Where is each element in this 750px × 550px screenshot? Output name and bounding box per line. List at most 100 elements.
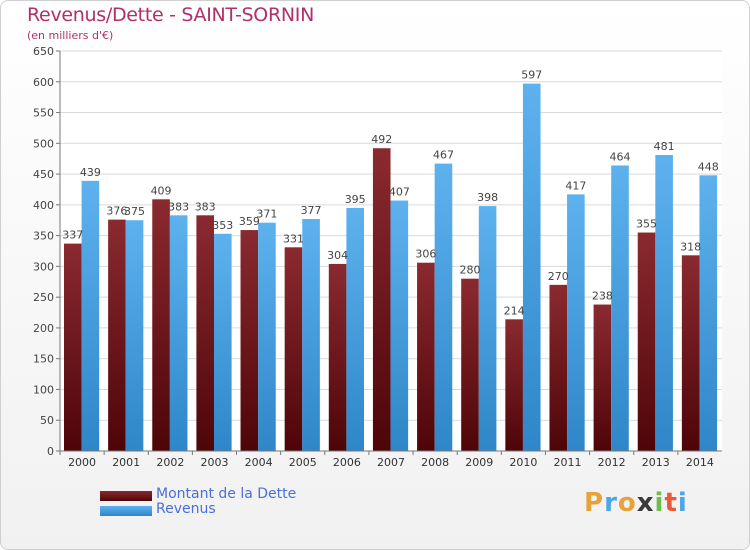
data-label-revenue: 353 <box>212 219 233 232</box>
bar-debt <box>328 263 347 451</box>
bar-revenue <box>699 175 718 452</box>
y-tick-label: 100 <box>33 383 54 396</box>
y-tick-label: 250 <box>33 291 54 304</box>
bar-revenue <box>302 219 320 451</box>
x-tick-label: 2007 <box>377 456 405 469</box>
data-label-debt: 355 <box>636 218 657 231</box>
data-label-revenue: 467 <box>433 149 454 162</box>
chart-subtitle: (en milliers d'€) <box>27 29 114 42</box>
x-tick-label: 2009 <box>465 456 493 469</box>
logo-letter: t <box>664 488 678 518</box>
bar-revenue <box>567 194 585 451</box>
logo-letter: o <box>617 488 637 518</box>
data-label-debt: 359 <box>239 215 260 228</box>
bar-debt <box>108 219 126 451</box>
bar-revenue <box>434 163 453 451</box>
data-label-revenue: 377 <box>301 204 322 217</box>
y-tick-label: 600 <box>33 76 54 89</box>
legend-label-debt: Montant de la Dette <box>156 486 297 502</box>
data-label-revenue: 375 <box>124 205 145 218</box>
logo-letter: r <box>604 488 618 518</box>
data-label-revenue: 383 <box>168 200 189 213</box>
x-tick-label: 2010 <box>509 456 537 469</box>
data-label-revenue: 407 <box>389 186 410 199</box>
x-tick-label: 2005 <box>289 456 317 469</box>
data-label-debt: 280 <box>460 264 481 277</box>
bar-debt <box>505 319 523 451</box>
bar-debt <box>372 148 391 451</box>
logo-letter: i <box>677 488 688 518</box>
data-label-revenue: 597 <box>521 69 542 82</box>
x-tick-label: 2011 <box>554 456 582 469</box>
x-tick-label: 2000 <box>68 456 96 469</box>
y-tick-label: 450 <box>33 168 54 181</box>
legend-swatch-debt <box>100 491 152 501</box>
x-tick-label: 2002 <box>156 456 184 469</box>
bar-revenue <box>346 207 364 451</box>
x-tick-label: 2003 <box>200 456 228 469</box>
proxiti-logo: Proxiti <box>584 488 688 518</box>
bar-revenue <box>169 215 188 451</box>
bar-debt <box>593 304 612 451</box>
bar-debt <box>461 278 479 451</box>
x-tick-label: 2014 <box>686 456 714 469</box>
legend-swatch-revenue <box>100 506 152 516</box>
data-label-revenue: 464 <box>610 150 631 163</box>
bar-debt <box>240 230 259 451</box>
y-tick-label: 350 <box>33 230 54 243</box>
y-tick-label: 200 <box>33 322 54 335</box>
bar-revenue <box>214 233 232 451</box>
bar-debt <box>681 255 700 451</box>
data-label-debt: 492 <box>371 133 392 146</box>
y-tick-label: 650 <box>33 45 54 58</box>
data-label-debt: 409 <box>151 184 172 197</box>
bar-revenue <box>478 206 497 451</box>
bar-debt <box>152 199 170 451</box>
data-label-revenue: 481 <box>654 140 675 153</box>
data-label-debt: 376 <box>106 205 127 218</box>
data-label-debt: 214 <box>504 304 525 317</box>
y-tick-label: 0 <box>47 445 54 458</box>
bar-revenue <box>390 200 409 451</box>
data-label-debt: 306 <box>415 248 436 261</box>
logo-letter: x <box>636 488 655 518</box>
x-tick-label: 2008 <box>421 456 449 469</box>
logo-letter: P <box>584 488 605 518</box>
data-label-revenue: 439 <box>80 166 101 179</box>
bar-debt <box>637 232 656 451</box>
bar-debt <box>284 247 303 451</box>
data-label-revenue: 371 <box>256 208 277 221</box>
data-label-debt: 238 <box>592 290 613 303</box>
data-label-debt: 270 <box>548 270 569 283</box>
data-label-debt: 337 <box>62 229 83 242</box>
bar-revenue <box>611 165 629 451</box>
bar-debt <box>64 243 82 451</box>
bar-debt <box>196 215 214 451</box>
bar-debt <box>417 262 435 451</box>
data-label-debt: 331 <box>283 232 304 245</box>
y-tick-label: 50 <box>40 414 54 427</box>
data-label-debt: 304 <box>327 249 348 262</box>
y-tick-label: 150 <box>33 353 54 366</box>
chart-title: Revenus/Dette - SAINT-SORNIN <box>27 4 314 26</box>
y-tick-label: 500 <box>33 137 54 150</box>
bar-debt <box>549 284 568 451</box>
data-label-debt: 383 <box>195 200 216 213</box>
data-label-debt: 318 <box>680 240 701 253</box>
y-tick-label: 300 <box>33 260 54 273</box>
x-tick-label: 2012 <box>598 456 626 469</box>
bar-revenue <box>522 83 541 451</box>
data-label-revenue: 395 <box>345 193 366 206</box>
data-label-revenue: 398 <box>477 191 498 204</box>
bar-revenue <box>258 222 276 451</box>
bar-revenue <box>125 220 144 451</box>
data-label-revenue: 417 <box>565 179 586 192</box>
x-tick-label: 2001 <box>112 456 140 469</box>
bar-revenue <box>655 155 673 451</box>
data-label-revenue: 448 <box>698 160 719 173</box>
x-tick-label: 2013 <box>642 456 670 469</box>
y-tick-label: 550 <box>33 107 54 120</box>
x-tick-label: 2006 <box>333 456 361 469</box>
legend-label-revenue: Revenus <box>156 501 216 517</box>
